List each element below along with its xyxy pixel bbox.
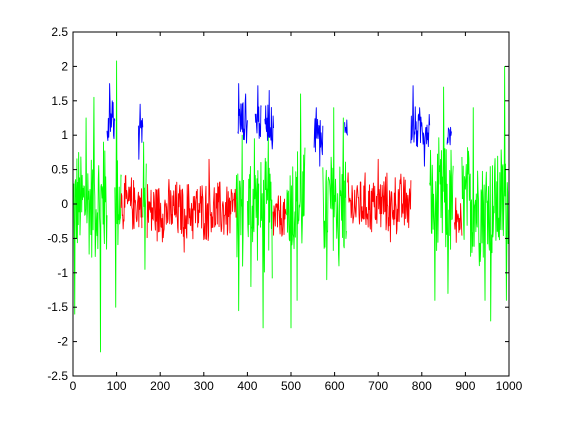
y-tick-label: -0.5 [47, 231, 68, 245]
blue-series-segment-8 [446, 126, 452, 146]
x-tick-label: 600 [325, 379, 345, 393]
green-series-segment-9 [461, 65, 510, 322]
y-tick-label: -1.5 [47, 300, 68, 314]
green-series-segment-8 [429, 86, 454, 301]
x-tick-label: 300 [194, 379, 214, 393]
red-series-segment-0 [120, 174, 143, 230]
green-series-segment-1 [114, 60, 122, 308]
green-series-segment-4 [246, 138, 260, 288]
blue-series-segment-6 [344, 119, 349, 136]
blue-series-segment-1 [137, 103, 144, 160]
y-tick-label: 2.5 [51, 25, 68, 39]
green-series-segment-6 [286, 93, 306, 329]
x-tick-label: 1000 [496, 379, 523, 393]
red-series-segment-4 [454, 197, 463, 243]
tick-layer: 0 100 200 300 400 500 600 700 800 900 1000 -2.5 -2 -1… [47, 25, 522, 393]
red-series-segment-3 [347, 158, 412, 243]
blue-series-segment-5 [313, 107, 324, 167]
x-tick-label: 200 [150, 379, 170, 393]
red-series-segment-1 [146, 158, 237, 253]
green-series-segment-3 [235, 134, 244, 312]
y-tick-label: -2.5 [47, 369, 68, 383]
y-tick-label: 1.5 [51, 94, 68, 108]
x-tick-label: 100 [107, 379, 127, 393]
y-tick-label: 0 [61, 197, 68, 211]
blue-series-segment-4 [264, 90, 275, 150]
red-series-segment-2 [272, 195, 287, 237]
green-series-segment-7 [322, 107, 347, 281]
series-layer [72, 60, 510, 353]
blue-series-segment-2 [237, 83, 248, 144]
y-tick-label: 1 [61, 128, 68, 142]
y-tick-label: 0.5 [51, 163, 68, 177]
green-series-segment-2 [142, 141, 147, 270]
x-tick-label: 500 [281, 379, 301, 393]
y-tick-label: -2 [57, 335, 68, 349]
x-tick-label: 700 [368, 379, 388, 393]
x-tick-label: 400 [237, 379, 257, 393]
blue-series-segment-7 [410, 85, 431, 167]
blue-series-segment-3 [254, 85, 262, 139]
x-tick-label: 0 [70, 379, 77, 393]
green-series-segment-5 [260, 134, 273, 329]
blue-series-segment-0 [106, 83, 116, 142]
y-tick-label: -1 [57, 266, 68, 280]
x-tick-label: 900 [455, 379, 475, 393]
green-series-segment-0 [72, 96, 108, 353]
y-tick-label: 2 [61, 59, 68, 73]
x-tick-label: 800 [412, 379, 432, 393]
